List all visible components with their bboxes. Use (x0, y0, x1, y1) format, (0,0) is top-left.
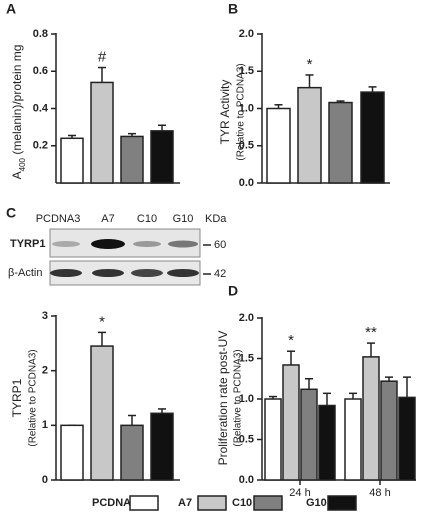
y-axis-note: (Relative to PCDNA3) (28, 349, 39, 446)
y-tick-label: 0.0 (239, 474, 254, 486)
y-axis-label: TYR Activity (218, 80, 232, 145)
legend-swatch (197, 495, 227, 511)
lane-label: G10 (173, 213, 194, 225)
annotation: * (307, 56, 313, 73)
y-tick-label: 2.0 (239, 312, 254, 324)
western-blot: PCDNA3 A7 C10 G10 KDa TYRP1 β-Actin 60 4… (8, 213, 227, 286)
band (131, 269, 163, 277)
y-axis-label-part: Proliferation rate post-UV (216, 331, 230, 466)
bar (360, 91, 385, 184)
panel-letter: A (6, 1, 16, 17)
y-tick-label: 1.0 (239, 102, 254, 114)
y-tick-label: 1.0 (239, 393, 254, 405)
bar (328, 101, 353, 184)
band (92, 269, 124, 277)
bar (344, 398, 362, 481)
bar (318, 404, 336, 481)
y-axis-label: TYRP1 (10, 378, 24, 417)
row-label: TYRP1 (10, 238, 45, 250)
size-label: 42 (214, 268, 226, 280)
panel-letter: D (228, 283, 238, 299)
legend-label: PCDNA3 (92, 497, 137, 509)
band (133, 241, 161, 247)
bar (120, 424, 144, 481)
legend-label: C10 (232, 497, 252, 509)
x-tick-label: 48 h (369, 487, 390, 499)
x-tick-label: 24 h (289, 487, 310, 499)
row-label: β-Actin (8, 267, 42, 279)
annotation: # (98, 48, 107, 65)
bar (282, 364, 300, 481)
band (50, 269, 82, 277)
band (167, 269, 199, 277)
legend-swatch (253, 495, 283, 511)
bar (362, 356, 380, 481)
y-tick-label: 0.5 (239, 140, 254, 152)
legend-label: G10 (306, 497, 327, 509)
band (91, 239, 125, 249)
bar (60, 137, 84, 184)
unit-label: KDa (205, 213, 227, 225)
lane-label: C10 (137, 213, 157, 225)
y-tick-label: 1 (42, 419, 48, 431)
size-label: 60 (214, 239, 226, 251)
bar (266, 107, 291, 184)
annotation: * (99, 313, 105, 330)
y-axis-label-part: TYR Activity (218, 80, 232, 145)
bar (150, 130, 174, 184)
y-tick-label: 0.5 (239, 433, 254, 445)
y-tick-label: 0.4 (33, 102, 49, 114)
legend-swatch (327, 495, 357, 511)
bar (60, 424, 84, 481)
y-axis-label: Proliferation rate post-UV (216, 331, 230, 466)
bar (90, 81, 114, 184)
y-tick-label: 1.5 (239, 65, 254, 77)
legend-label: A7 (178, 497, 192, 509)
bar (150, 412, 174, 481)
bar (300, 388, 318, 481)
bar (398, 396, 416, 481)
y-tick-label: 0 (42, 474, 48, 486)
panel-letter: B (228, 1, 238, 17)
y-axis-label-part: 400 (18, 157, 27, 171)
bar (297, 86, 322, 184)
panel-letter: C (6, 205, 16, 221)
y-tick-label: 0.2 (33, 140, 48, 152)
bar (264, 398, 282, 481)
bar (120, 135, 144, 184)
y-axis-note: (Relative to PCDNA3) (236, 63, 247, 160)
y-axis-label-part: TYRP1 (10, 378, 24, 417)
band (168, 240, 198, 248)
y-axis-note: (Relative to PCDNA3) (233, 349, 244, 446)
bar (380, 380, 398, 481)
band (52, 241, 80, 247)
y-tick-label: 2.0 (239, 28, 254, 40)
y-tick-label: 1.5 (239, 352, 254, 364)
y-axis-label: A400 (melanin)/protein mg (10, 45, 26, 180)
y-axis-label-part: A (10, 171, 24, 179)
annotation: * (288, 332, 294, 349)
y-tick-label: 2 (42, 365, 48, 377)
y-axis-label-part: (melanin)/protein mg (10, 45, 24, 158)
lane-label: PCDNA3 (36, 213, 81, 225)
annotation: ** (365, 324, 377, 341)
y-tick-label: 0.6 (33, 65, 48, 77)
lane-label: A7 (101, 213, 114, 225)
legend-swatch (129, 495, 159, 511)
y-tick-label: 3 (42, 310, 48, 322)
y-tick-label: 0.0 (239, 177, 254, 189)
bar (90, 345, 114, 481)
y-tick-label: 0.8 (33, 28, 48, 40)
